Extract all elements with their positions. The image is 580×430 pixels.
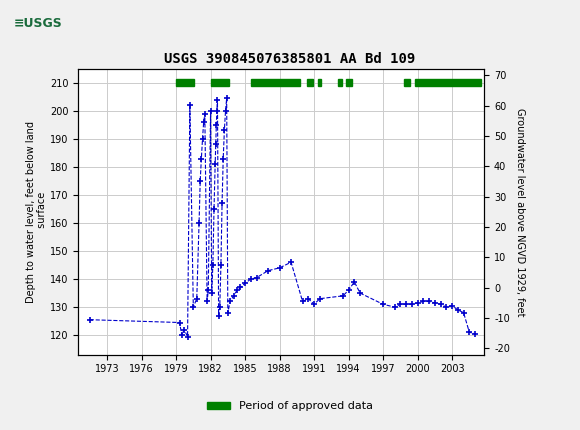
Bar [317,79,321,86]
Bar [346,79,352,86]
Y-axis label: Depth to water level, feet below land
 surface: Depth to water level, feet below land su… [26,121,48,303]
Text: USGS 390845076385801 AA Bd 109: USGS 390845076385801 AA Bd 109 [164,52,416,66]
Bar [307,79,313,86]
Bar [404,79,409,86]
Bar [211,79,229,86]
Bar [338,79,342,86]
Bar [176,79,194,86]
Bar [415,79,481,86]
Legend: Period of approved data: Period of approved data [203,397,377,416]
Y-axis label: Groundwater level above NGVD 1929, feet: Groundwater level above NGVD 1929, feet [516,108,525,316]
Bar [251,79,300,86]
Text: ≡USGS: ≡USGS [13,17,62,30]
